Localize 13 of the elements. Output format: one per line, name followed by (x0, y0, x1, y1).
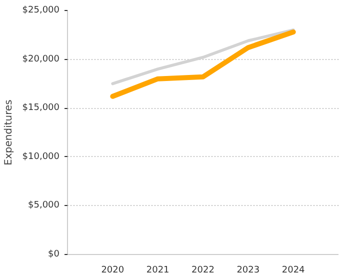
y-axis-title: Expenditures (3, 100, 14, 166)
x-tick-label: 2020 (101, 266, 124, 275)
x-tick-label: 2022 (192, 266, 214, 275)
line-series (111, 28, 295, 86)
y-tick-label: $15,000 (22, 103, 60, 114)
x-tick-label: 2024 (282, 266, 306, 275)
y-tick-label: $20,000 (22, 54, 60, 64)
x-tick-label: 2021 (146, 266, 170, 275)
y-tick-label: $10,000 (22, 152, 60, 162)
y-tick-label: $0 (48, 250, 60, 260)
y-tick-label: $5,000 (28, 200, 60, 211)
y-tick-label: $25,000 (22, 6, 60, 16)
x-tick-label: 2023 (236, 266, 260, 275)
